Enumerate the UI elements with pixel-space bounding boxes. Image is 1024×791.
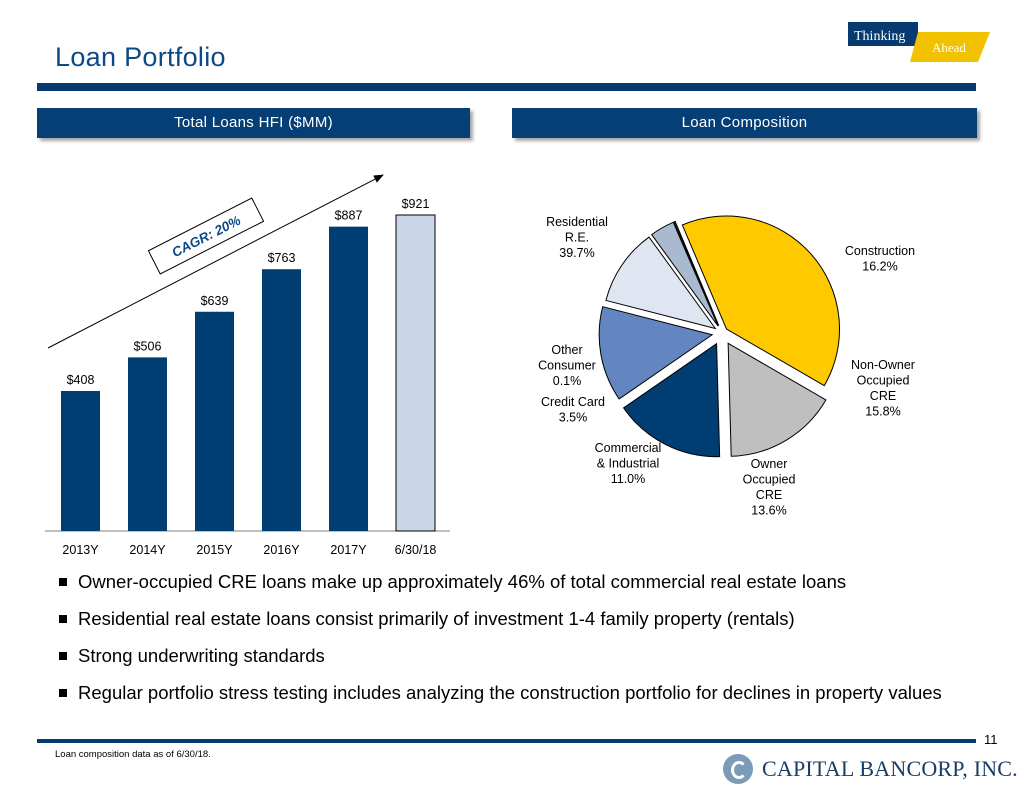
pie-label-commercial-industrial-1: & Industrial [597,457,660,471]
cagr-annotation: CAGR: 20% [147,197,265,275]
bar-2014Y [128,357,167,531]
pie-slice-non-owner-occupied-cre [622,342,721,458]
bar-2017Y [329,226,368,531]
bar-2016Y [262,269,301,531]
pie-label-construction-1: 16.2% [862,260,897,274]
logo-mark-icon [723,754,753,784]
bullet-list: Owner-occupied CRE loans make up approxi… [58,570,978,718]
bar-label-2013Y: $408 [67,373,95,387]
bullet-residential: Residential real estate loans consist pr… [58,607,978,631]
section-header-loan-composition: Loan Composition [512,108,977,138]
bullet-underwriting: Strong underwriting standards [58,644,978,668]
title-rule [37,83,976,91]
pie-label-non-owner-occupied-cre-2: CRE [870,389,896,403]
pie-label-owner-occupied-cre-2: CRE [756,488,782,502]
pie-label-residential-r-e--0: Residential [546,215,608,229]
bar-6/30/18 [395,214,436,532]
pie-label-residential-r-e--2: 39.7% [559,246,594,260]
pie-slice-other-consumer [673,220,720,326]
pie-label-non-owner-occupied-cre-1: Occupied [857,374,910,388]
pie-label-owner-occupied-cre-0: Owner [751,457,788,471]
page-title: Loan Portfolio [55,42,226,72]
cagr-box [147,197,265,275]
pie-slice-owner-occupied-cre [598,306,714,400]
bar-chart-total-loans: $408 2013Y $506 2014Y $639 2015Y $763 2016Y $887… [45,174,450,557]
bottom-rule [37,739,976,743]
tick-label-2014Y: 2014Y [129,543,166,557]
pie-label-credit-card-0: Credit Card [541,395,605,409]
bar-label-6/30/18: $921 [402,197,430,211]
pie-label-construction-0: Construction [845,244,915,258]
pie-label-other-consumer-0: Other [551,343,582,357]
bullet-owner-occupied: Owner-occupied CRE loans make up approxi… [58,570,978,594]
pie-label-owner-occupied-cre-3: 13.6% [751,504,786,518]
bar-2013Y [61,391,100,531]
pie-label-residential-r-e--1: R.E. [565,231,589,245]
company-name: CAPITAL BANCORP, INC. [762,756,1018,781]
bar-label-2016Y: $763 [268,251,296,265]
pie-chart-loan-composition: Residential R.E.39.7% Construction 16.2% Non… [538,215,915,518]
bullet-stress-testing: Regular portfolio stress testing include… [58,681,978,705]
bar-2015Y [195,311,234,531]
badge-bottom-text: Ahead [932,40,966,55]
pie-slice-credit-card [650,221,719,327]
bar-label-2015Y: $639 [201,294,229,308]
cagr-arrow [47,174,384,349]
pie-label-other-consumer-1: Consumer [538,359,596,373]
page-number: 11 [984,732,998,747]
pie-slice-commercial-industrial [605,236,717,330]
bar-label-2014Y: $506 [134,339,162,353]
company-logo: CAPITAL BANCORP, INC. [720,752,1018,788]
pie-label-owner-occupied-cre-1: Occupied [743,473,796,487]
pie-label-non-owner-occupied-cre-0: Non-Owner [851,358,915,372]
tick-label-2016Y: 2016Y [263,543,300,557]
pie-slice-residential-r-e- [681,215,840,387]
thinking-ahead-badge: Thinking Ahead [848,22,990,62]
tick-label-2017Y: 2017Y [330,543,367,557]
pie-label-commercial-industrial-0: Commercial [595,441,662,455]
tick-label-2015Y: 2015Y [196,543,233,557]
pie-label-non-owner-occupied-cre-3: 15.8% [865,405,900,419]
bar-label-2017Y: $887 [335,209,363,223]
pie-slice-construction [727,342,827,457]
tick-label-6/30/18: 6/30/18 [395,543,437,557]
tick-label-2013Y: 2013Y [62,543,99,557]
badge-top-text: Thinking [854,29,905,44]
pie-label-credit-card-1: 3.5% [559,411,588,425]
footnote: Loan composition data as of 6/30/18. [55,749,211,760]
pie-label-commercial-industrial-2: 11.0% [611,472,646,486]
section-header-total-loans: Total Loans HFI ($MM) [37,108,470,138]
pie-label-other-consumer-2: 0.1% [553,374,582,388]
